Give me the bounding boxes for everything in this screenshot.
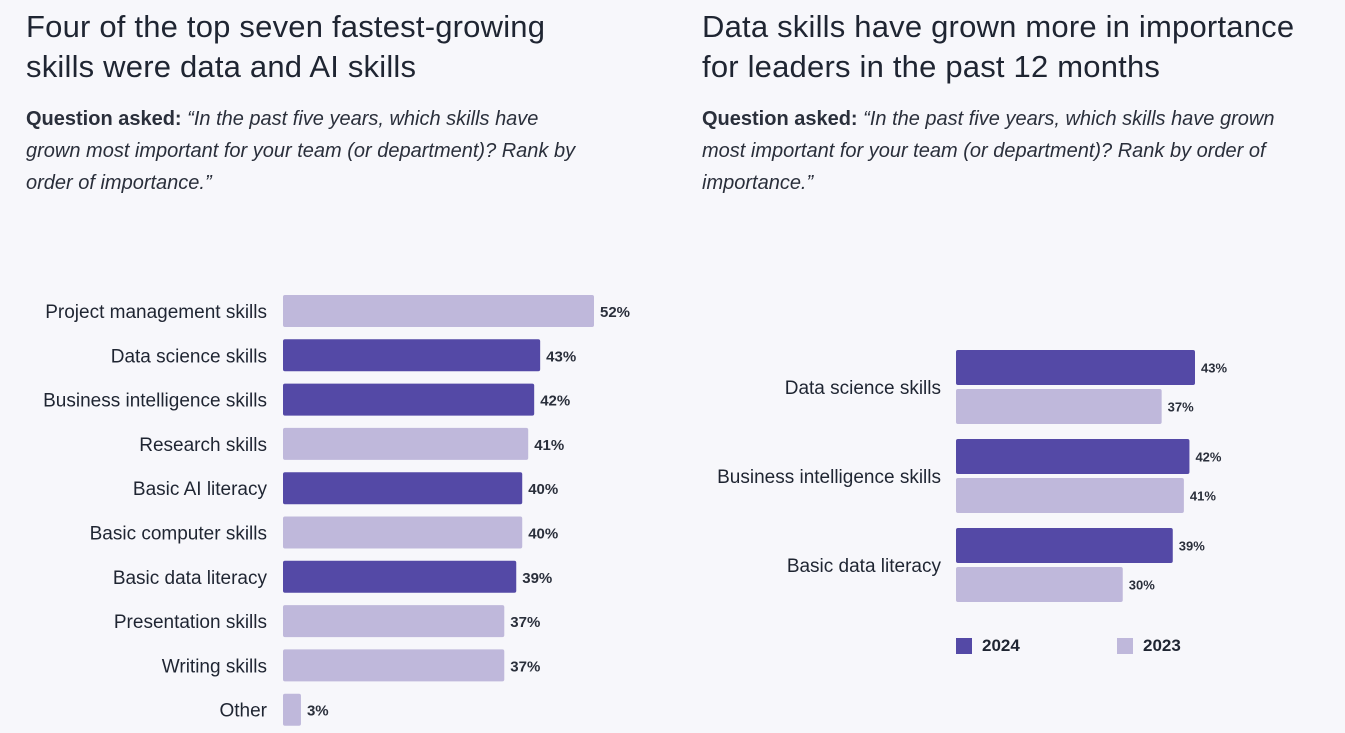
value-label-business-intelligence-skills-2024: 42%: [1195, 450, 1221, 465]
category-label-other: Other: [219, 701, 267, 722]
bar-data-science-skills: [283, 339, 541, 372]
category-label-presentation-skills: Presentation skills: [114, 612, 267, 633]
category-label-basic-ai-literacy: Basic AI literacy: [133, 479, 268, 500]
bar-basic-data-literacy-2024: [956, 528, 1173, 563]
category-label-data-science-skills: Data science skills: [111, 346, 267, 367]
value-label-basic-ai-literacy: 40%: [528, 481, 558, 498]
bar-basic-ai-literacy: [283, 472, 523, 505]
bar-basic-computer-skills: [283, 516, 523, 549]
category-label-writing-skills: Writing skills: [162, 656, 267, 677]
bar-business-intelligence-skills: [283, 383, 535, 416]
category-label-basic-data-literacy: Basic data literacy: [113, 568, 268, 589]
value-label-research-skills: 41%: [534, 437, 564, 454]
left-bar-chart: Project management skills 52% Data science…: [43, 295, 630, 726]
category-label-data-science-skills: Data science skills: [785, 378, 941, 399]
category-label-project-management-skills: Project management skills: [45, 302, 267, 323]
right-question-text: “In the past five years, which skills ha…: [702, 108, 1275, 194]
bar-business-intelligence-skills-2023: [956, 478, 1184, 513]
right-question: Question asked: “In the past five years,…: [702, 103, 1322, 199]
value-label-data-science-skills-2024: 43%: [1201, 361, 1227, 376]
value-label-basic-computer-skills: 40%: [528, 526, 558, 543]
value-label-business-intelligence-skills-2023: 41%: [1190, 489, 1216, 504]
legend-swatch-2023: [1117, 638, 1133, 654]
value-label-basic-data-literacy: 39%: [522, 570, 552, 587]
bar-data-science-skills-2023: [956, 389, 1162, 424]
bar-research-skills: [283, 427, 529, 460]
category-label-business-intelligence-skills: Business intelligence skills: [43, 391, 267, 412]
bar-writing-skills: [283, 649, 505, 682]
bar-basic-data-literacy: [283, 560, 517, 593]
legend-label-2023: 2023: [1143, 636, 1181, 655]
right-question-label: Question asked:: [702, 108, 858, 130]
value-label-data-science-skills-2023: 37%: [1168, 400, 1194, 415]
value-label-writing-skills: 37%: [510, 658, 540, 675]
legend-item-2023: 2023: [1117, 636, 1181, 656]
value-label-data-science-skills: 43%: [546, 348, 576, 365]
left-chart-title: Four of the top seven fastest-growing sk…: [26, 7, 545, 87]
value-label-other: 3%: [307, 703, 329, 720]
bar-basic-data-literacy-2023: [956, 567, 1123, 602]
right-chart-title: Data skills have grown more in importanc…: [702, 7, 1294, 87]
left-question-text: “In the past five years, which skills ha…: [26, 108, 576, 194]
left-title-line-2: skills were data and AI skills: [26, 49, 417, 84]
category-label-basic-data-literacy: Basic data literacy: [787, 556, 942, 577]
left-question-label: Question asked:: [26, 108, 182, 130]
legend-item-2024: 2024: [956, 636, 1020, 656]
bar-data-science-skills-2024: [956, 350, 1195, 385]
right-title-line-1: Data skills have grown more in importanc…: [702, 9, 1295, 44]
value-label-presentation-skills: 37%: [510, 614, 540, 631]
right-grouped-bar-chart: Data science skills 43% 37% Business intell…: [717, 350, 1227, 602]
bar-presentation-skills: [283, 605, 505, 638]
right-title-line-2: for leaders in the past 12 months: [702, 49, 1161, 84]
legend-label-2024: 2024: [982, 636, 1020, 655]
value-label-business-intelligence-skills: 42%: [540, 393, 570, 410]
value-label-basic-data-literacy-2023: 30%: [1129, 578, 1155, 593]
left-title-line-1: Four of the top seven fastest-growing: [26, 9, 546, 44]
value-label-basic-data-literacy-2024: 39%: [1179, 539, 1205, 554]
legend-swatch-2024: [956, 638, 972, 654]
bar-business-intelligence-skills-2024: [956, 439, 1190, 474]
value-label-project-management-skills: 52%: [600, 304, 630, 321]
bar-project-management-skills: [283, 295, 594, 327]
bar-other: [283, 693, 301, 726]
left-question: Question asked: “In the past five years,…: [26, 103, 586, 199]
category-label-basic-computer-skills: Basic computer skills: [90, 524, 267, 545]
category-label-research-skills: Research skills: [139, 435, 267, 456]
category-label-business-intelligence-skills: Business intelligence skills: [717, 467, 941, 488]
